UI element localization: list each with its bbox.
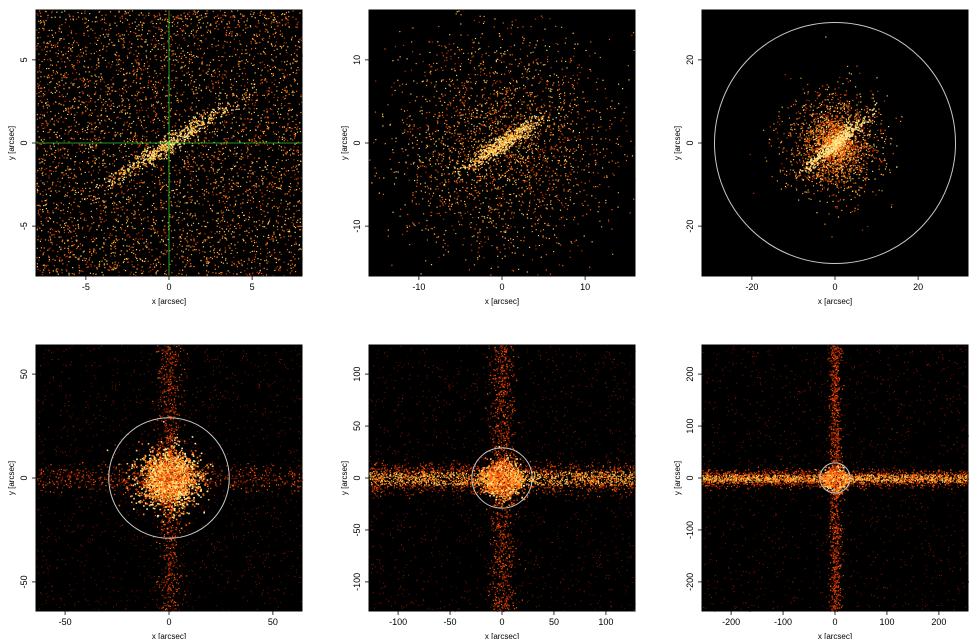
y-tick-label: 0 <box>19 140 29 145</box>
x-tick-label: -10 <box>412 282 425 292</box>
y-tick-label: 0 <box>685 475 695 480</box>
panel-svg: -200 -100 0 100 200 -200 -100 0 100 200 x [arcsec]… <box>673 344 970 639</box>
x-tick-label: 200 <box>931 617 946 627</box>
y-tick-label: -20 <box>685 220 695 233</box>
x-axis-label: x [arcsec] <box>818 632 852 639</box>
panel-svg: -50 0 50 -50 0 50 x [arcsec] y [arcsec] <box>7 344 304 639</box>
panel-svg: -10 0 10 -10 0 10 x [arcsec] y [arcsec] <box>340 9 636 306</box>
image-panel-3: -20 0 20 -20 0 20 x [arcsec] y [arcsec] <box>673 9 969 306</box>
x-tick-label: -5 <box>82 282 90 292</box>
x-tick-label: -50 <box>444 617 457 627</box>
y-tick-label: 200 <box>685 367 695 382</box>
x-tick-label: -100 <box>389 617 407 627</box>
x-tick-label: 100 <box>598 617 613 627</box>
extraction-circle <box>713 21 957 265</box>
panel-svg: -20 0 20 -20 0 20 x [arcsec] y [arcsec] <box>673 9 969 306</box>
x-tick-label: -200 <box>722 617 740 627</box>
y-tick-label: 5 <box>19 57 29 62</box>
x-tick-label: 0 <box>832 282 837 292</box>
y-tick-label: -50 <box>352 523 362 536</box>
image-panel-1: -5 0 5 -5 0 5 x [arcsec] y [arcsec] <box>7 9 304 306</box>
y-tick-label: 50 <box>352 421 362 431</box>
x-tick-label: 0 <box>166 617 171 627</box>
x-axis-label: x [arcsec] <box>485 632 519 639</box>
y-axis-label: y [arcsec] <box>340 126 349 160</box>
y-tick-label: 100 <box>685 419 695 434</box>
x-axis-label: x [arcsec] <box>485 297 519 306</box>
x-axis-label: x [arcsec] <box>818 297 852 306</box>
x-tick-label: 100 <box>879 617 894 627</box>
x-tick-label: 0 <box>166 282 171 292</box>
image-panel-4: -50 0 50 -50 0 50 x [arcsec] y [arcsec] <box>7 344 304 639</box>
y-tick-label: 0 <box>352 475 362 480</box>
x-tick-label: 0 <box>499 282 504 292</box>
image-panel-6: -200 -100 0 100 200 -200 -100 0 100 200 x [arcsec]… <box>673 344 970 639</box>
x-tick-label: 5 <box>250 282 255 292</box>
panel-svg: -100 -50 0 50 100 -100 -50 0 50 100 x [arcsec] y [a… <box>340 344 637 639</box>
x-tick-label: -20 <box>745 282 758 292</box>
y-tick-label: 20 <box>685 55 695 65</box>
photon-events <box>36 10 304 277</box>
x-tick-label: 0 <box>499 617 504 627</box>
y-axis-label: y [arcsec] <box>673 461 682 495</box>
y-tick-label: -10 <box>352 220 362 233</box>
extraction-circle <box>471 447 533 509</box>
x-tick-label: 20 <box>913 282 923 292</box>
y-tick-label: -5 <box>19 222 29 230</box>
y-tick-label: 0 <box>19 475 29 480</box>
y-tick-label: -100 <box>352 573 362 591</box>
y-tick-label: 10 <box>352 55 362 65</box>
y-axis-label: y [arcsec] <box>340 461 349 495</box>
x-tick-label: 50 <box>268 617 278 627</box>
x-tick-label: 0 <box>832 617 837 627</box>
panel-svg: -5 0 5 -5 0 5 x [arcsec] y [arcsec] <box>7 9 304 306</box>
y-tick-label: 50 <box>19 369 29 379</box>
x-tick-label: -100 <box>774 617 792 627</box>
y-axis-label: y [arcsec] <box>7 461 16 495</box>
extraction-circle <box>819 462 851 494</box>
y-tick-label: 0 <box>685 140 695 145</box>
y-axis-label: y [arcsec] <box>673 126 682 160</box>
y-tick-label: -100 <box>685 521 695 539</box>
extraction-circle <box>108 417 230 539</box>
photon-events <box>369 345 637 613</box>
x-tick-label: 10 <box>580 282 590 292</box>
image-panel-5: -100 -50 0 50 100 -100 -50 0 50 100 x [arcsec] y [a… <box>340 344 637 639</box>
y-axis-label: y [arcsec] <box>7 126 16 160</box>
y-tick-label: 100 <box>352 367 362 382</box>
x-axis-label: x [arcsec] <box>152 297 186 306</box>
y-tick-label: -200 <box>685 573 695 591</box>
x-tick-label: 50 <box>549 617 559 627</box>
photon-events <box>36 345 304 612</box>
image-panel-2: -10 0 10 -10 0 10 x [arcsec] y [arcsec] <box>340 9 636 306</box>
x-axis-label: x [arcsec] <box>152 632 186 639</box>
y-tick-label: -50 <box>19 575 29 588</box>
photon-events <box>702 345 970 613</box>
photon-events <box>369 10 636 277</box>
y-tick-label: 0 <box>352 140 362 145</box>
photon-events <box>749 36 903 238</box>
x-tick-label: -50 <box>59 617 72 627</box>
